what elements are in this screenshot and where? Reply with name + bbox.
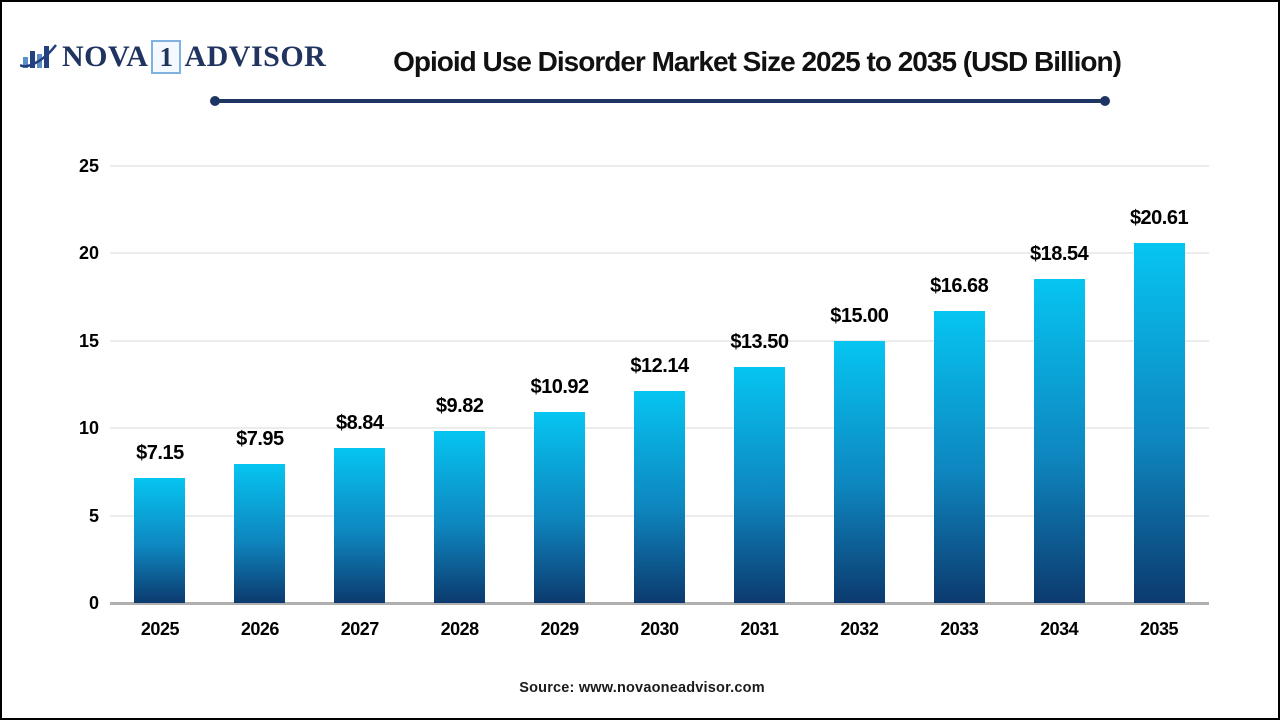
- value-label-2032: $15.00: [830, 304, 889, 327]
- title-underline: [210, 96, 1110, 106]
- x-axis-tick-2035: 2035: [1140, 619, 1179, 639]
- bar-2031: [733, 367, 785, 603]
- value-label-2034: $18.54: [1030, 242, 1089, 265]
- gridline-15: [110, 339, 1209, 342]
- bar-chart-swoosh-icon: [20, 44, 57, 68]
- x-axis-tick-2028: 2028: [440, 619, 480, 639]
- x-axis-tick-2034: 2034: [1040, 619, 1079, 639]
- chart-title: Opioid Use Disorder Market Size 2025 to …: [393, 46, 1122, 77]
- bar-2032: [833, 340, 885, 603]
- value-label-2033: $16.68: [930, 275, 989, 298]
- y-axis-tick-15: 15: [78, 330, 99, 351]
- bar-2028: [434, 431, 486, 603]
- y-axis-tick-25: 25: [78, 156, 99, 176]
- bar-2030: [634, 390, 685, 603]
- value-label-2030: $12.14: [630, 354, 689, 377]
- x-axis-tick-2029: 2029: [540, 619, 580, 639]
- x-axis-tick-2027: 2027: [340, 619, 380, 639]
- gridline-25: [110, 165, 1209, 167]
- x-axis-tick-2026: 2026: [240, 619, 280, 639]
- value-label-2035: $20.61: [1129, 206, 1189, 229]
- logo-one-badge: 1: [151, 40, 182, 74]
- underline-left-dot: [210, 96, 220, 106]
- value-label-2029: $10.92: [530, 376, 589, 399]
- logo-text-nova: NOVA: [62, 40, 149, 73]
- logo-text-advisor: ADVISOR: [184, 40, 327, 73]
- x-axis-tick-2033: 2033: [940, 619, 979, 639]
- y-axis-tick-0: 0: [88, 593, 99, 613]
- bar-2035: [1133, 242, 1185, 603]
- nova-one-advisor-logo: NOVA 1 ADVISOR: [20, 40, 326, 74]
- value-label-2028: $9.82: [435, 395, 484, 418]
- x-axis-tick-2031: 2031: [740, 619, 779, 639]
- y-axis-tick-10: 10: [78, 418, 99, 439]
- bar-2025: [134, 478, 186, 603]
- x-axis-tick-2030: 2030: [640, 619, 679, 639]
- y-axis-tick-20: 20: [78, 243, 99, 264]
- x-axis-tick-2025: 2025: [140, 619, 180, 639]
- value-label-2027: $8.84: [335, 412, 384, 435]
- value-label-2025: $7.15: [136, 442, 184, 465]
- underline-right-dot: [1100, 96, 1110, 106]
- x-axis-line: [110, 602, 1209, 605]
- value-label-2031: $13.50: [730, 331, 789, 354]
- bar-2027: [334, 448, 386, 603]
- y-axis-tick-5: 5: [88, 505, 99, 526]
- x-axis-tick-2032: 2032: [840, 619, 879, 639]
- source-attribution: Source: www.novaoneadvisor.com: [519, 680, 765, 696]
- bar-2026: [234, 464, 286, 603]
- gridline-20: [110, 252, 1209, 255]
- bar-2033: [933, 311, 985, 603]
- bar-2034: [1033, 278, 1085, 603]
- value-label-2026: $7.95: [236, 428, 284, 451]
- bar-2029: [534, 412, 586, 603]
